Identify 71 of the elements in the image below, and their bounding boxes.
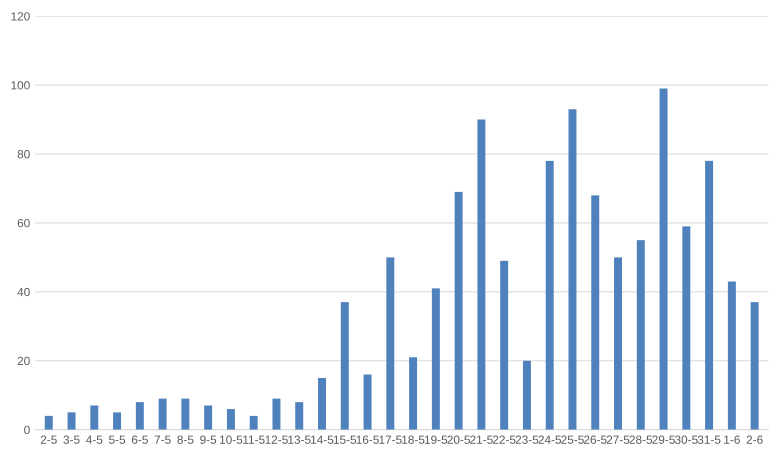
x-tick-label: 26-5 bbox=[584, 436, 607, 444]
bar bbox=[728, 281, 736, 430]
x-tick-label: 23-5 bbox=[516, 436, 538, 444]
bar bbox=[364, 374, 372, 430]
x-tick-label: 25-5 bbox=[561, 436, 584, 444]
bar bbox=[432, 288, 440, 430]
bar bbox=[68, 412, 76, 430]
bar bbox=[181, 398, 190, 430]
x-tick-label: 16-5 bbox=[356, 436, 379, 444]
bar bbox=[250, 416, 258, 430]
bar bbox=[591, 195, 600, 430]
bar bbox=[750, 302, 759, 430]
bar bbox=[546, 160, 554, 430]
x-tick-label: 15-5 bbox=[334, 436, 356, 444]
x-tick-label: 9-5 bbox=[200, 436, 216, 444]
bar bbox=[522, 360, 531, 430]
bar bbox=[500, 260, 508, 430]
x-tick-label: 1-6 bbox=[724, 436, 740, 444]
x-tick-label: 31-5 bbox=[698, 436, 720, 444]
x-tick-label: 3-5 bbox=[63, 436, 80, 444]
bar bbox=[409, 357, 418, 430]
x-tick-label: 7-5 bbox=[154, 436, 171, 444]
bar bbox=[636, 240, 645, 430]
x-tick-label: 17-5 bbox=[379, 436, 402, 444]
bar bbox=[136, 402, 144, 430]
x-tick-label: 2-5 bbox=[40, 436, 57, 444]
y-tick-label: 100 bbox=[11, 81, 30, 90]
y-tick-label: 20 bbox=[18, 356, 30, 366]
bar bbox=[386, 257, 394, 430]
bar bbox=[477, 120, 486, 430]
x-tick-label: 28-5 bbox=[630, 436, 652, 444]
x-tick-label: 21-5 bbox=[470, 436, 493, 444]
bar bbox=[295, 402, 304, 430]
y-tick-label: 60 bbox=[18, 218, 30, 228]
x-tick-label: 22-5 bbox=[492, 436, 516, 444]
bar bbox=[44, 416, 53, 430]
x-tick-label: 11-5 bbox=[243, 436, 265, 444]
x-tick-label: 18-5 bbox=[402, 436, 424, 444]
x-tick-label: 24-5 bbox=[538, 436, 562, 444]
x-tick-label: 29-5 bbox=[652, 436, 675, 444]
x-tick-label: 2-6 bbox=[746, 436, 763, 444]
x-tick-label: 6-5 bbox=[132, 436, 148, 444]
y-tick-label: 0 bbox=[24, 426, 30, 434]
x-tick-label: 30-5 bbox=[674, 436, 698, 444]
bar bbox=[113, 412, 122, 430]
bar bbox=[158, 398, 167, 430]
x-tick-label: 10-5 bbox=[220, 436, 242, 444]
x-tick-label: 13-5 bbox=[288, 436, 311, 444]
bar bbox=[226, 408, 235, 430]
y-tick-label: 80 bbox=[18, 150, 30, 158]
x-tick-label: 4-5 bbox=[86, 436, 102, 444]
x-tick-label: 12-5 bbox=[266, 436, 288, 444]
y-tick-label: 40 bbox=[17, 288, 30, 296]
x-tick-label: 5-5 bbox=[109, 436, 126, 444]
bar bbox=[705, 160, 714, 430]
bar bbox=[318, 378, 326, 430]
x-tick-label: 19-5 bbox=[424, 436, 448, 444]
bar bbox=[660, 88, 668, 430]
x-tick-label: 14-5 bbox=[311, 436, 334, 444]
x-tick-label: 27-5 bbox=[606, 436, 630, 444]
x-tick-label: 8-5 bbox=[177, 436, 194, 444]
bar bbox=[340, 302, 349, 430]
bar bbox=[614, 257, 622, 430]
bar bbox=[568, 109, 576, 430]
bar bbox=[272, 398, 280, 430]
y-tick-label: 120 bbox=[11, 12, 30, 21]
bar bbox=[204, 406, 212, 430]
bar bbox=[682, 226, 690, 430]
x-tick-label: 20-5 bbox=[447, 436, 470, 444]
bar bbox=[454, 192, 463, 430]
bar bbox=[90, 406, 98, 430]
